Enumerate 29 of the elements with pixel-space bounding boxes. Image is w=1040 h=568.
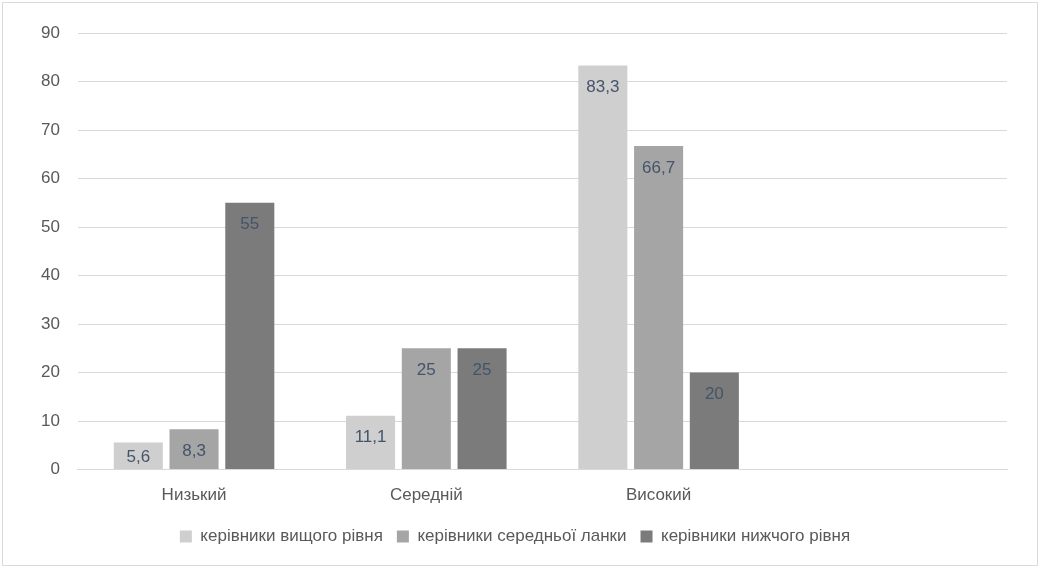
- x-tick-label: Низький: [161, 485, 227, 505]
- bar: [169, 429, 219, 470]
- bar: [689, 372, 739, 470]
- y-tick-label: 30: [40, 313, 60, 333]
- data-label: 20: [704, 384, 724, 404]
- data-label: 11,1: [354, 427, 387, 447]
- y-tick-label: 60: [40, 168, 60, 188]
- y-tick-label: 0: [50, 459, 60, 479]
- y-tick-label: 80: [40, 71, 60, 91]
- bar: [225, 202, 275, 470]
- y-tick-label: 70: [40, 119, 60, 139]
- legend-label: керівники вищого рівня: [200, 526, 383, 546]
- data-label: 66,7: [642, 157, 676, 177]
- y-tick-label: 10: [40, 410, 60, 430]
- data-label: 8,3: [182, 440, 206, 460]
- legend-label: керівники нижчого рівня: [661, 526, 851, 546]
- bar: [634, 146, 684, 470]
- y-tick-label: 40: [40, 265, 60, 285]
- bar: [401, 348, 451, 470]
- data-label: 83,3: [586, 77, 620, 97]
- legend-label: керівники середньої ланки: [417, 526, 627, 546]
- x-tick-label: Високий: [625, 485, 692, 505]
- y-tick-label: 90: [40, 22, 60, 42]
- y-tick-label: 20: [40, 362, 60, 382]
- bar: [457, 348, 507, 470]
- x-tick-label: Середній: [389, 485, 463, 505]
- data-label: 25: [416, 360, 436, 380]
- data-label: 5,6: [126, 447, 151, 467]
- y-tick-label: 50: [40, 216, 60, 236]
